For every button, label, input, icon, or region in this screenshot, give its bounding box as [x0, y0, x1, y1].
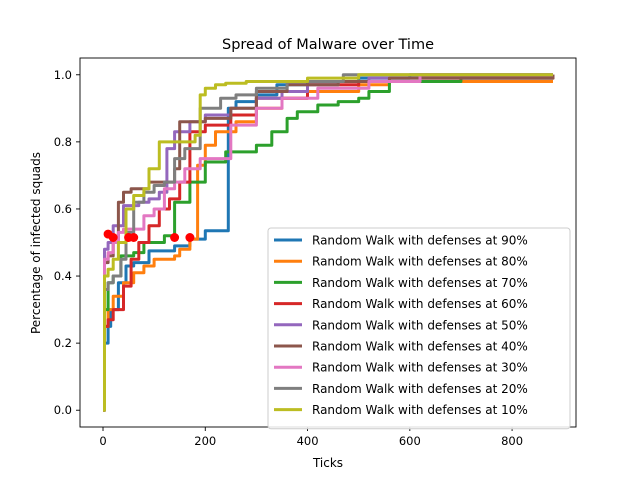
legend-entry: Random Walk with defenses at 50% — [312, 318, 528, 332]
legend-entry: Random Walk with defenses at 20% — [312, 382, 528, 396]
data-point-marker — [185, 233, 195, 242]
x-axis-label: Ticks — [312, 456, 343, 470]
y-tick-label: 0.4 — [54, 269, 72, 283]
legend-entry: Random Walk with defenses at 30% — [312, 361, 528, 375]
y-tick-label: 0.0 — [54, 403, 72, 417]
y-tick-label: 0.2 — [54, 336, 72, 350]
data-point-marker — [108, 233, 118, 242]
legend-entry: Random Walk with defenses at 40% — [312, 340, 528, 354]
legend-entry: Random Walk with defenses at 10% — [312, 403, 528, 417]
y-axis-label: Percentage of infected squads — [29, 152, 43, 334]
plot-area: 0 200 400 600 800 0.0 0.2 0.4 0.6 0.8 1.0 — [54, 57, 577, 448]
x-tick-label: 200 — [194, 434, 216, 448]
data-point-marker — [129, 233, 139, 242]
legend-entry: Random Walk with defenses at 70% — [312, 276, 528, 290]
y-tick-label: 1.0 — [54, 68, 72, 82]
y-tick-label: 0.6 — [54, 202, 72, 216]
legend-entry: Random Walk with defenses at 80% — [312, 255, 528, 269]
legend: Random Walk with defenses at 90% Random W… — [267, 227, 571, 430]
legend-entry: Random Walk with defenses at 60% — [312, 297, 528, 311]
y-tick-label: 0.8 — [54, 135, 72, 149]
data-point-marker — [170, 233, 180, 242]
x-tick-label: 600 — [399, 434, 421, 448]
chart-title: Spread of Malware over Time — [222, 37, 434, 53]
x-tick-label: 400 — [297, 434, 319, 448]
x-tick-label: 0 — [99, 434, 106, 448]
series-line-7 — [103, 73, 553, 412]
legend-entry: Random Walk with defenses at 90% — [312, 234, 528, 248]
x-tick-label: 800 — [501, 434, 523, 448]
legend-box — [267, 227, 571, 430]
series-line-8 — [103, 73, 553, 412]
series-line-9 — [103, 73, 553, 412]
